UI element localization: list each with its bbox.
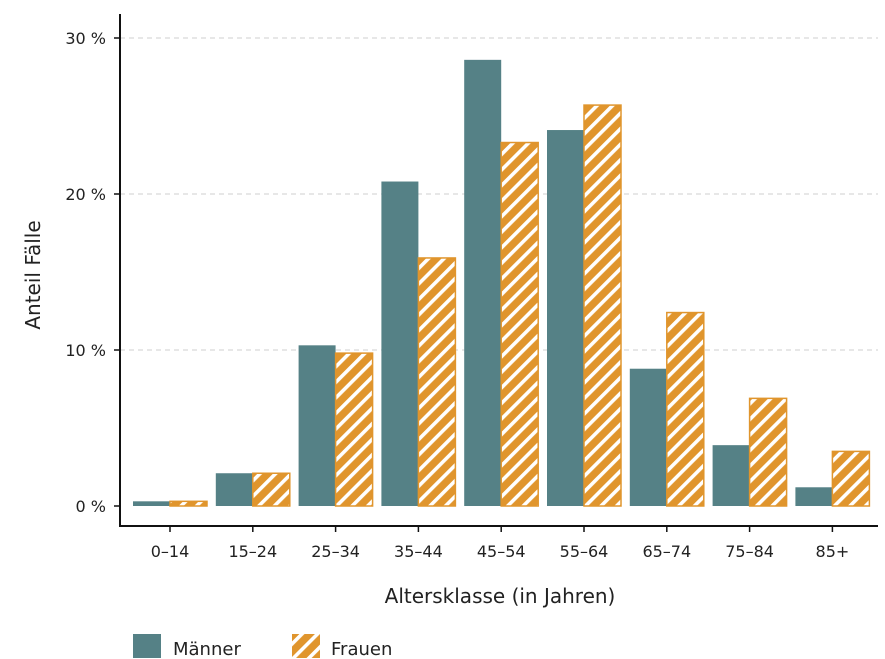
bar-frauen — [831, 450, 871, 507]
bar-maenner — [547, 130, 584, 507]
x-tick-label: 25–34 — [311, 542, 360, 561]
x-tick-labels: 0–14 15–24 25–34 35–44 45–54 55–64 65–74 75–84 8… — [151, 526, 850, 561]
bar-maenner — [795, 487, 833, 506]
y-tick-label: 0 % — [76, 497, 106, 516]
y-tick-label: 30 % — [65, 29, 106, 48]
legend-label-maenner: Männer — [173, 639, 241, 659]
bar-frauen — [500, 141, 539, 507]
x-tick-label: 65–74 — [642, 542, 691, 561]
x-axis-title: Altersklasse (in Jahren) — [385, 584, 616, 608]
bar-maenner — [712, 445, 750, 506]
bar-maenner — [215, 473, 253, 506]
x-tick-label: 35–44 — [394, 542, 443, 561]
legend: Männer Frauen — [133, 634, 392, 659]
y-tick-label: 20 % — [65, 185, 106, 204]
bar-maenner — [298, 345, 336, 506]
bar-frauen — [169, 500, 208, 507]
bar-frauen — [417, 257, 457, 507]
legend-label-frauen: Frauen — [331, 639, 392, 659]
bar-maenner — [381, 181, 419, 506]
x-tick-label: 15–24 — [228, 542, 277, 561]
bar-frauen — [252, 472, 291, 507]
bar-frauen — [748, 397, 788, 507]
y-tick-labels: 0 % 10 % 20 % 30 % — [65, 29, 120, 516]
bar-maenner — [133, 501, 170, 506]
bar-frauen — [666, 311, 705, 507]
bar-frauen — [334, 352, 374, 507]
x-tick-label: 0–14 — [151, 542, 190, 561]
x-tick-label: 55–64 — [560, 542, 609, 561]
bar-maenner — [629, 368, 667, 506]
x-tick-label: 85+ — [816, 542, 850, 561]
bar-frauen — [583, 104, 622, 507]
legend-swatch-maenner — [133, 634, 161, 658]
bar-maenner — [464, 59, 502, 507]
y-axis-title: Anteil Fälle — [21, 220, 45, 329]
bars — [133, 59, 871, 507]
y-tick-label: 10 % — [65, 341, 106, 360]
x-tick-label: 75–84 — [725, 542, 774, 561]
axes — [119, 14, 878, 527]
legend-swatch-frauen — [292, 634, 320, 658]
x-tick-label: 45–54 — [477, 542, 526, 561]
